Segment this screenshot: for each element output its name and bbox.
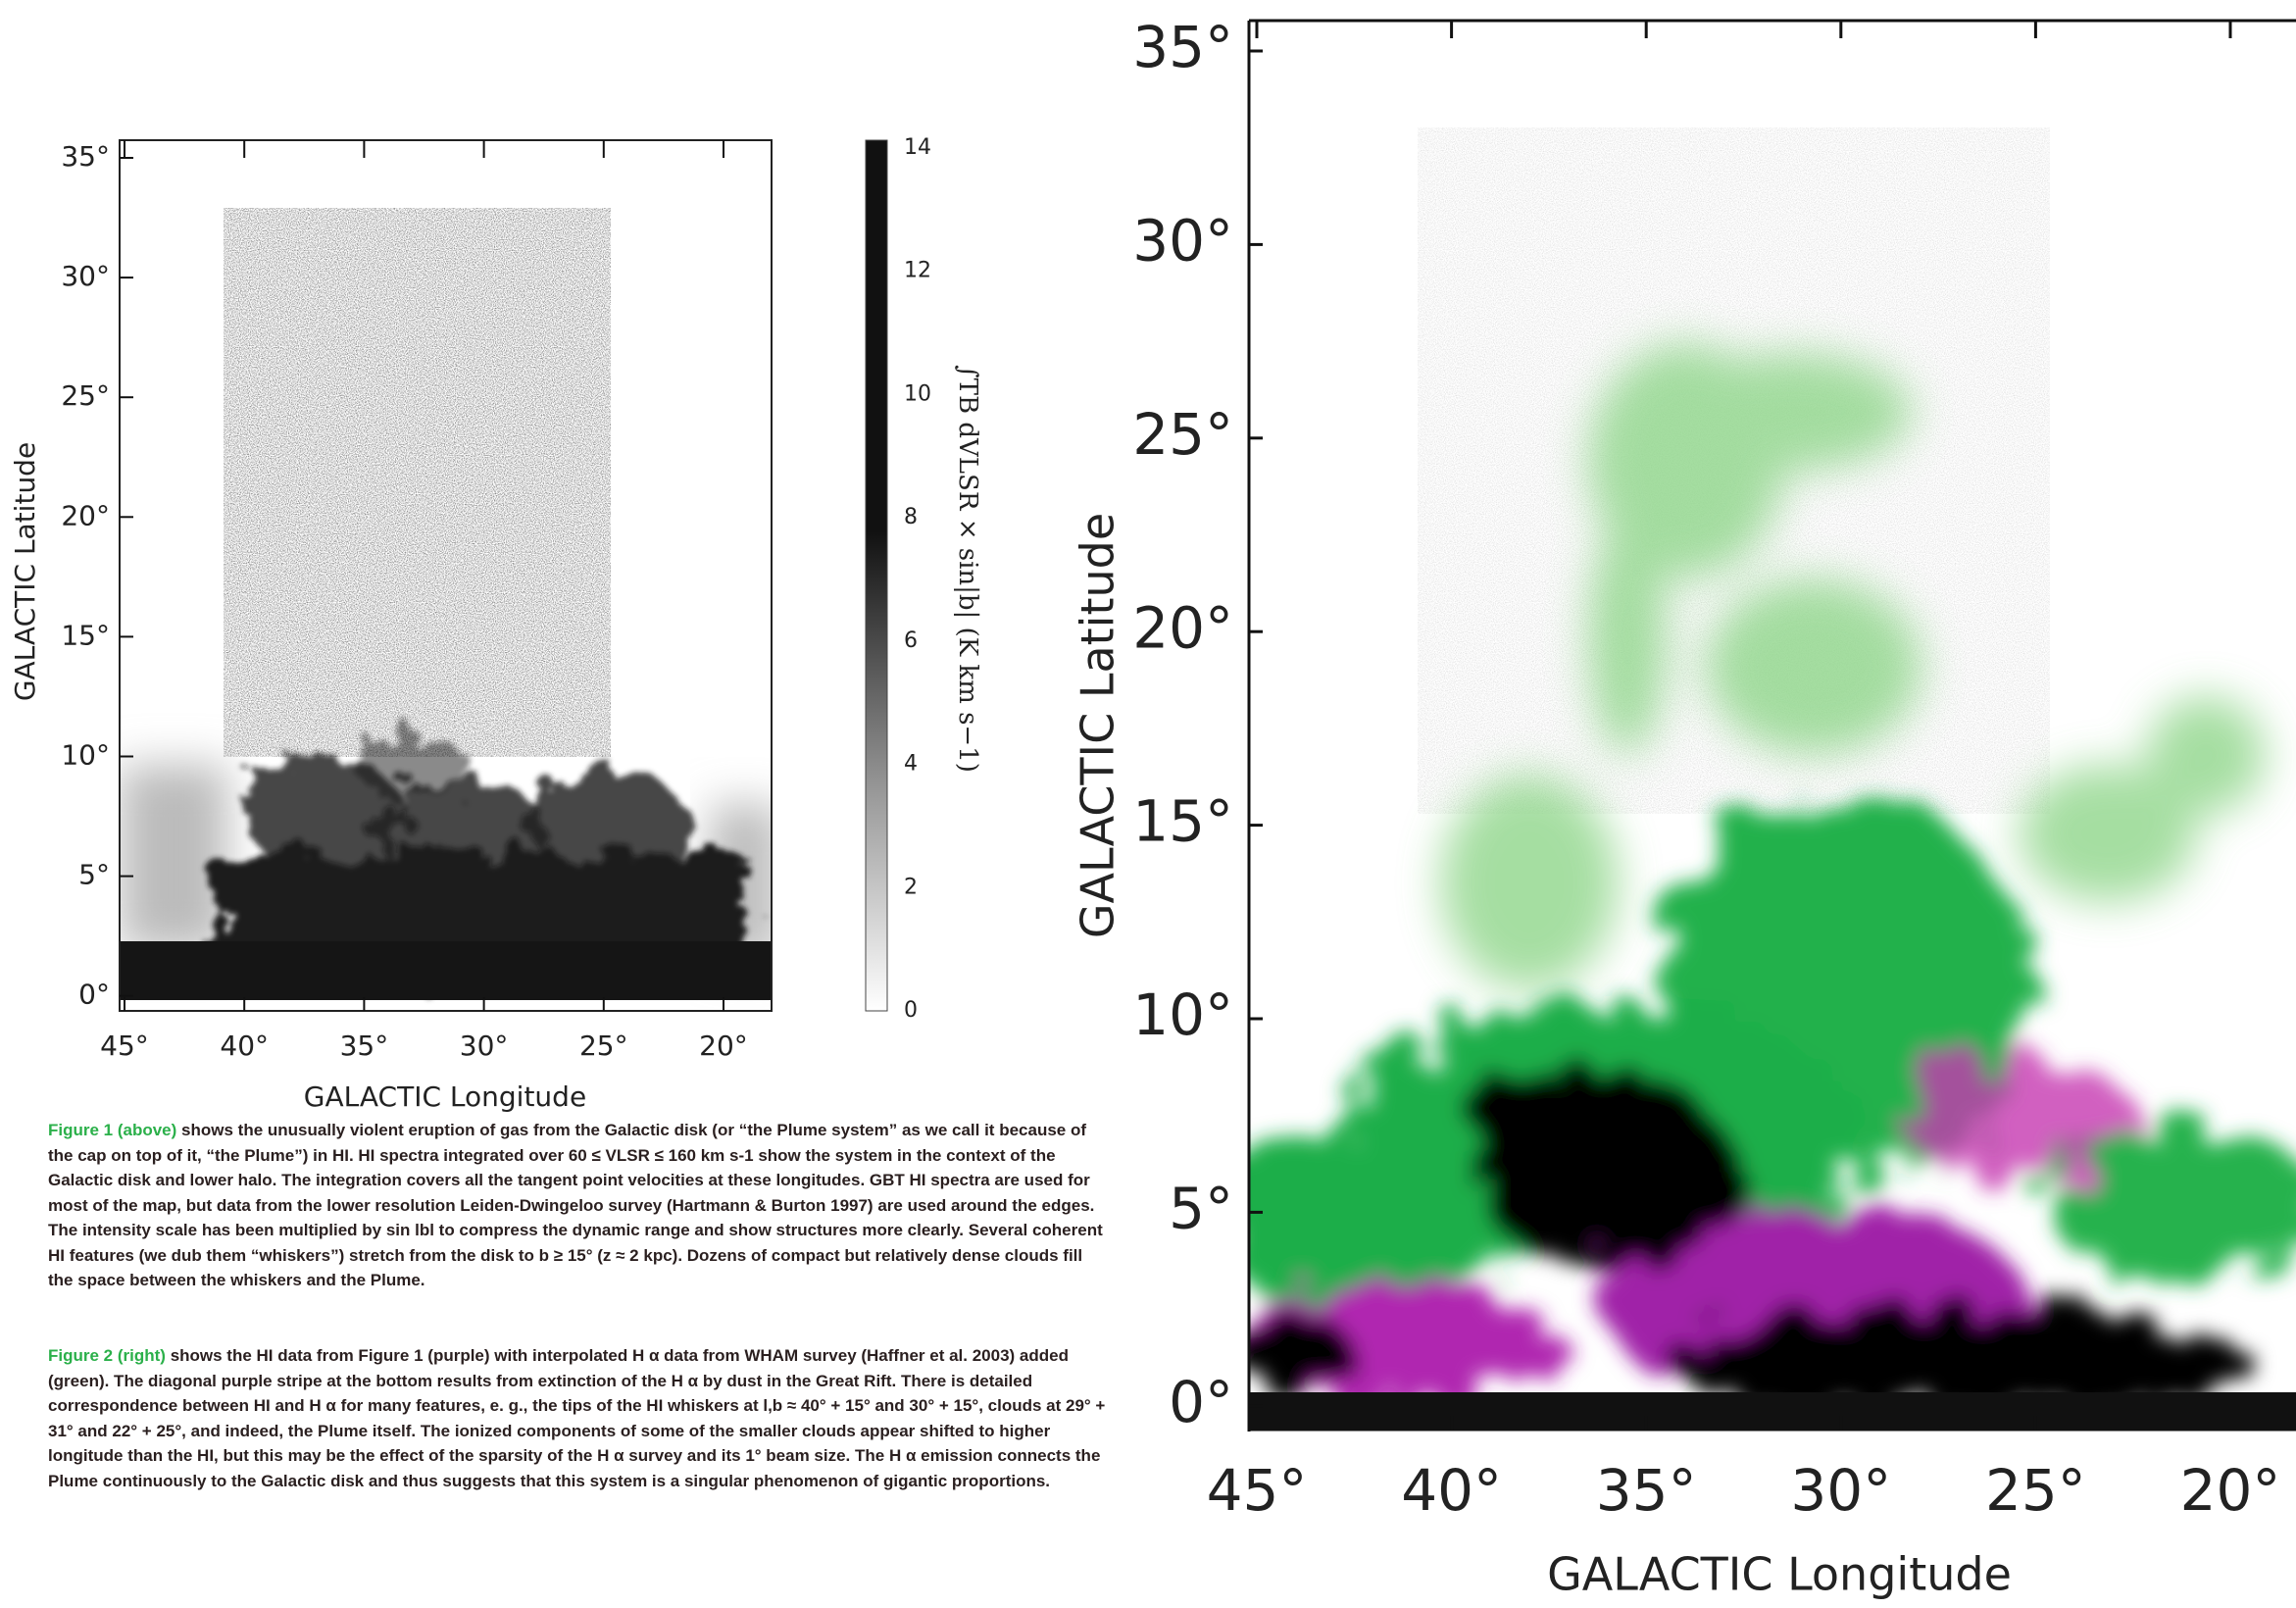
hi-halpha-map bbox=[1249, 127, 2296, 1429]
caption-lead: Figure 2 (right) bbox=[48, 1346, 166, 1365]
y-tick-label: 5° bbox=[1169, 1176, 1233, 1242]
y-tick-label: 15° bbox=[1132, 788, 1233, 855]
x-tick-label: 45° bbox=[1207, 1457, 1308, 1524]
y-tick-label: 5° bbox=[78, 859, 110, 891]
plot-frame bbox=[119, 139, 773, 1012]
y-tick-label: 30° bbox=[61, 260, 110, 292]
colorbar-tick-label: 10 bbox=[904, 381, 931, 406]
colorbar-tick-label: 0 bbox=[904, 998, 918, 1023]
y-tick-label: 0° bbox=[1169, 1369, 1233, 1435]
y-tick-label: 20° bbox=[1132, 594, 1233, 661]
y-axis-label: GALACTIC Latitude bbox=[1072, 513, 1124, 938]
colorbar-tick-label: 8 bbox=[904, 505, 918, 529]
caption-text: shows the unusually violent eruption of … bbox=[48, 1121, 1103, 1289]
y-tick-label: 0° bbox=[78, 979, 110, 1011]
colorbar-tick-label: 4 bbox=[904, 752, 918, 777]
y-tick-label: 15° bbox=[61, 619, 110, 651]
colorbar bbox=[865, 139, 888, 1012]
caption-text: shows the HI data from Figure 1 (purple)… bbox=[48, 1346, 1106, 1490]
plot-frame bbox=[1247, 19, 2296, 1432]
caption: Figure 2 (right) shows the HI data from … bbox=[48, 1343, 1112, 1493]
x-tick-label: 40° bbox=[220, 1030, 269, 1062]
y-tick-label: 35° bbox=[1132, 14, 1233, 80]
x-tick-label: 25° bbox=[579, 1030, 628, 1062]
x-tick-label: 45° bbox=[100, 1030, 149, 1062]
x-tick-label: 35° bbox=[1596, 1457, 1697, 1524]
x-tick-label: 25° bbox=[1985, 1457, 2086, 1524]
colorbar-tick-label: 6 bbox=[904, 628, 918, 653]
y-tick-label: 20° bbox=[61, 499, 110, 531]
x-tick-label: 30° bbox=[460, 1030, 509, 1062]
y-tick-label: 25° bbox=[61, 379, 110, 412]
x-axis-label: GALACTIC Longitude bbox=[1547, 1548, 2012, 1601]
hi-map bbox=[120, 140, 772, 1011]
y-tick-label: 25° bbox=[1132, 401, 1233, 468]
caption-lead: Figure 1 (above) bbox=[48, 1121, 177, 1139]
x-tick-label: 20° bbox=[2180, 1457, 2281, 1524]
x-tick-label: 30° bbox=[1790, 1457, 1891, 1524]
y-tick-label: 30° bbox=[1132, 208, 1233, 275]
y-tick-label: 10° bbox=[61, 739, 110, 772]
y-axis-label: GALACTIC Latitude bbox=[9, 442, 41, 701]
y-tick-label: 10° bbox=[1132, 981, 1233, 1048]
colorbar-tick-label: 14 bbox=[904, 135, 931, 160]
y-tick-label: 35° bbox=[61, 140, 110, 173]
x-tick-label: 35° bbox=[340, 1030, 389, 1062]
colorbar-label: ∫TB dVLSR × sin|b| (K km s−1) bbox=[953, 365, 982, 773]
colorbar-tick-label: 2 bbox=[904, 875, 918, 899]
caption: Figure 1 (above) shows the unusually vio… bbox=[48, 1118, 1112, 1293]
x-tick-label: 20° bbox=[699, 1030, 748, 1062]
x-axis-label: GALACTIC Longitude bbox=[304, 1080, 586, 1113]
colorbar-tick-label: 12 bbox=[904, 259, 931, 283]
x-tick-label: 40° bbox=[1401, 1457, 1502, 1524]
